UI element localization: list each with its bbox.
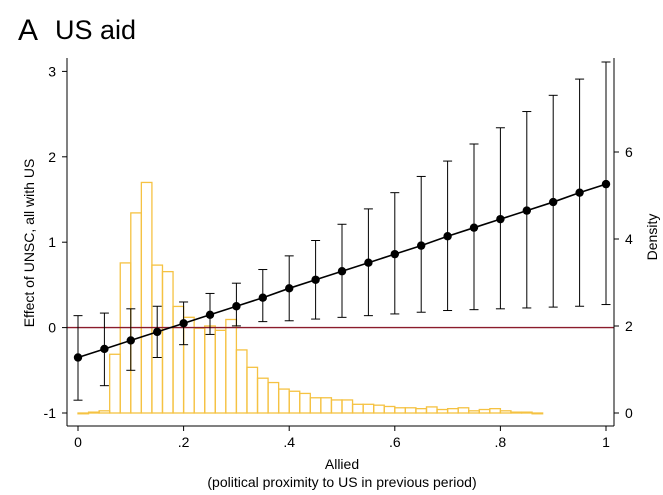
effect-point (337, 267, 347, 276)
x-tick-label: .2 (178, 434, 190, 450)
effect-line-layer (73, 179, 611, 362)
histogram-bar (98, 410, 111, 414)
effect-point (126, 336, 135, 345)
x-axis-label: Allied (325, 456, 359, 472)
histogram-bar (341, 399, 354, 414)
histogram-bar (109, 353, 121, 414)
histogram-bar (425, 406, 438, 414)
histogram-bar (246, 366, 259, 414)
histogram-bar (330, 399, 343, 414)
effect-point (522, 206, 531, 215)
histogram-bar (457, 407, 470, 414)
effect-point (311, 275, 320, 284)
effect-point (179, 319, 188, 328)
histogram-bar (277, 388, 290, 414)
histogram-bar (193, 327, 206, 414)
histogram-bar (436, 408, 449, 414)
histogram-bar (520, 411, 533, 414)
histogram-bar (77, 412, 90, 415)
y-tick-label-right: 6 (625, 144, 633, 160)
y-tick-label-right: 2 (625, 318, 633, 334)
histogram-bar (288, 390, 301, 414)
effect-point (100, 344, 109, 354)
histogram-bar (87, 411, 100, 414)
histogram-bar (256, 377, 269, 414)
effect-point (390, 249, 399, 259)
x-tick-label: 1 (602, 434, 610, 450)
chart-title: US aid (55, 15, 136, 45)
y-tick-label-left: 3 (48, 63, 56, 79)
y-tick-label-left: -1 (44, 405, 57, 421)
effect-point (417, 241, 426, 250)
histogram-bar (468, 410, 480, 414)
x-tick-label: .6 (389, 434, 401, 450)
effect-point (549, 197, 558, 207)
y-tick-label-left: 1 (48, 234, 56, 250)
y-axis-right-label: Density (644, 214, 660, 261)
effect-point (285, 284, 294, 293)
x-axis-sublabel: (political proximity to US in previous p… (207, 474, 476, 490)
effect-point (73, 353, 83, 362)
effect-point (205, 310, 215, 319)
histogram-bar (161, 270, 174, 414)
histogram-bar (510, 411, 523, 414)
histogram-bar (478, 408, 491, 414)
histogram-bar (531, 412, 544, 415)
histogram-bar (204, 325, 216, 414)
histogram-bar (351, 403, 364, 414)
x-tick-label: .4 (283, 434, 295, 450)
y-axis-left-label: Effect of UNSC, all with US (21, 159, 37, 328)
histogram-bar (267, 381, 280, 414)
effect-point (232, 302, 241, 311)
histogram-bar (130, 212, 143, 414)
panel-letter: A (18, 14, 38, 47)
x-tick-label: .8 (495, 434, 507, 450)
histogram-bar (446, 407, 459, 414)
effect-point (153, 327, 162, 337)
effect-point (443, 232, 452, 241)
histogram-bar (225, 318, 238, 414)
confidence-interval-layer (73, 61, 611, 401)
histogram-bar (362, 403, 375, 414)
effect-point (496, 214, 505, 224)
effect-point (575, 188, 584, 197)
histogram-bar (182, 316, 195, 414)
y-tick-label-right: 0 (625, 405, 633, 421)
effect-point (364, 258, 373, 267)
histogram-bar (320, 397, 333, 414)
histogram-bar (373, 404, 385, 414)
histogram-bar (299, 392, 311, 414)
effect-point (601, 179, 611, 189)
histogram-bar (309, 397, 322, 414)
histogram-bar (489, 407, 502, 414)
histogram-bar (383, 405, 396, 414)
histogram-bar (404, 407, 417, 414)
histogram-bar (415, 407, 428, 414)
histogram-bar (394, 407, 407, 414)
effect-point (469, 223, 479, 232)
histogram-bar (214, 329, 227, 414)
effect-point (258, 293, 267, 302)
y-tick-label-left: 2 (48, 149, 56, 165)
y-tick-label-right: 4 (625, 231, 633, 247)
histogram-bar (235, 349, 248, 414)
histogram-bar (140, 181, 153, 414)
x-tick-label: 0 (74, 434, 82, 450)
y-tick-label-left: 0 (48, 320, 56, 336)
histogram-layer (77, 181, 544, 415)
histogram-bar (499, 410, 512, 414)
